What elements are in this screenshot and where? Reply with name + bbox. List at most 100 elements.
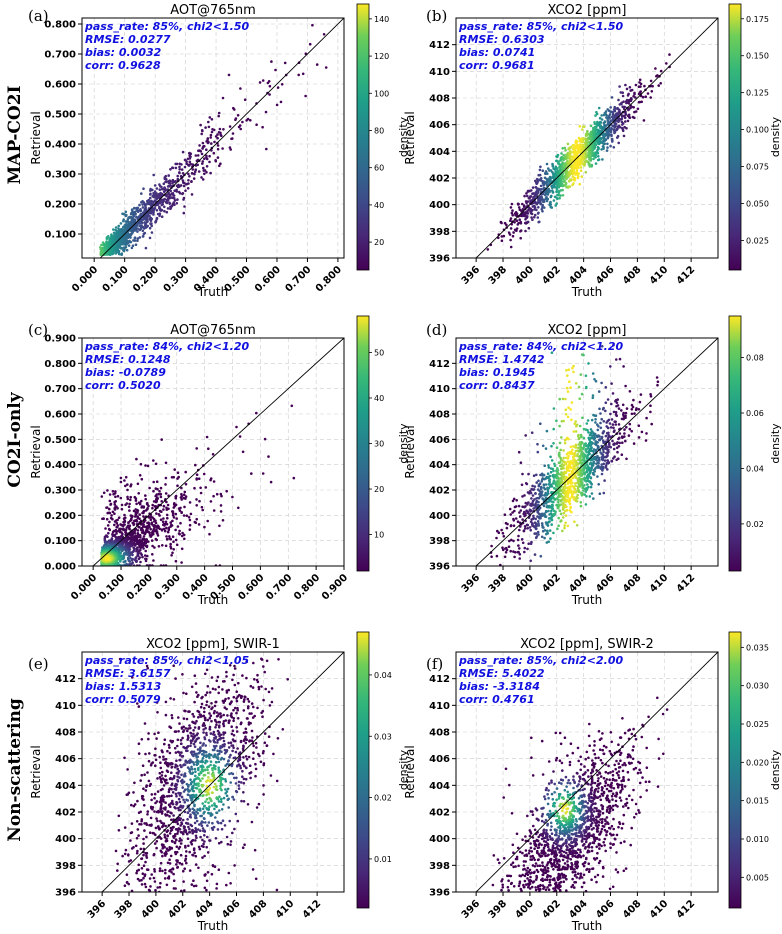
scatter-point [599, 117, 602, 120]
scatter-point [132, 524, 135, 527]
scatter-point [107, 532, 110, 535]
scatter-point [537, 533, 540, 536]
scatter-point [551, 485, 554, 488]
stat-line: bias: 0.0741 [459, 46, 535, 59]
scatter-point [171, 476, 174, 479]
scatter-point [169, 208, 172, 211]
scatter-point [592, 414, 595, 417]
scatter-point [624, 84, 627, 87]
scatter-point [660, 70, 663, 73]
scatter-point [172, 540, 175, 543]
scatter-point [611, 116, 614, 119]
scatter-point [600, 418, 603, 421]
scatter-point [621, 105, 624, 108]
scatter-point [540, 185, 543, 188]
y-tick-label: 410 [429, 67, 450, 78]
scatter-point [527, 221, 530, 224]
scatter-point [576, 161, 579, 164]
x-axis-label: Truth [571, 285, 602, 299]
scatter-point [579, 125, 582, 128]
scatter-point [629, 428, 632, 431]
scatter-point [211, 131, 214, 134]
scatter-point [211, 128, 214, 131]
scatter-point [581, 175, 584, 178]
scatter-point [137, 529, 140, 532]
scatter-point [640, 393, 643, 396]
scatter-point [187, 179, 190, 182]
scatter-point [135, 458, 138, 461]
scatter-point [181, 168, 184, 171]
scatter-point [520, 509, 523, 512]
scatter-point [588, 158, 591, 161]
scatter-point [641, 431, 644, 434]
scatter-point [534, 553, 537, 556]
scatter-point [581, 128, 584, 131]
scatter-point [178, 163, 181, 166]
scatter-point [533, 488, 536, 491]
scatter-point [602, 145, 605, 148]
scatter-point [599, 451, 602, 454]
scatter-point [151, 539, 154, 542]
scatter-point [185, 162, 188, 165]
scatter-point [513, 510, 516, 513]
scatter-point [195, 498, 198, 501]
scatter-point [633, 442, 636, 445]
scatter-point [255, 412, 258, 415]
scatter-point [176, 175, 179, 178]
stat-line: corr: 0.9681 [459, 59, 535, 72]
scatter-point [518, 547, 521, 550]
scatter-point [99, 246, 102, 249]
scatter-point [510, 206, 513, 209]
scatter-point [557, 154, 560, 157]
scatter-point [629, 423, 632, 426]
scatter-point [149, 218, 152, 221]
y-tick-label: 404 [429, 147, 450, 158]
scatter-point [153, 500, 156, 503]
scatter-point [140, 506, 143, 509]
row-label-map-co2i: MAP-CO2I [5, 85, 25, 184]
scatter-point [611, 138, 614, 141]
scatter-point [535, 527, 538, 530]
scatter-point [274, 69, 277, 72]
scatter-point [228, 74, 231, 77]
scatter-point [621, 123, 624, 126]
scatter-point [607, 398, 610, 401]
scatter-point [222, 128, 225, 131]
colorbar [357, 4, 369, 270]
scatter-point [147, 465, 150, 468]
scatter-point [177, 525, 180, 528]
scatter-point [265, 148, 268, 151]
scatter-point [213, 480, 216, 483]
scatter-point [280, 101, 283, 104]
scatter-point [100, 252, 103, 255]
scatter-point [219, 128, 222, 131]
colorbar-tick-label: 60 [374, 164, 384, 173]
scatter-point [567, 143, 570, 146]
scatter-point [607, 438, 610, 441]
scatter-point [625, 100, 628, 103]
colorbar-tick-label: 140 [374, 15, 389, 24]
scatter-point [152, 174, 155, 177]
scatter-point [516, 212, 519, 215]
scatter-point [211, 118, 214, 121]
scatter-point [556, 167, 559, 170]
scatter-point [145, 247, 148, 250]
scatter-point [237, 507, 240, 510]
scatter-point [527, 200, 530, 203]
scatter-point [621, 418, 624, 421]
scatter-point [203, 173, 206, 176]
scatter-point [150, 518, 153, 521]
scatter-point [175, 167, 178, 170]
scatter-point [189, 519, 192, 522]
scatter-point [212, 495, 215, 498]
scatter-point [649, 411, 652, 414]
scatter-point [188, 152, 191, 155]
scatter-point [627, 115, 630, 118]
scatter-point [110, 514, 113, 517]
scatter-point [549, 478, 552, 481]
scatter-point [561, 189, 564, 192]
scatter-point [516, 219, 519, 222]
scatter-point [613, 146, 616, 149]
scatter-point [537, 524, 540, 527]
